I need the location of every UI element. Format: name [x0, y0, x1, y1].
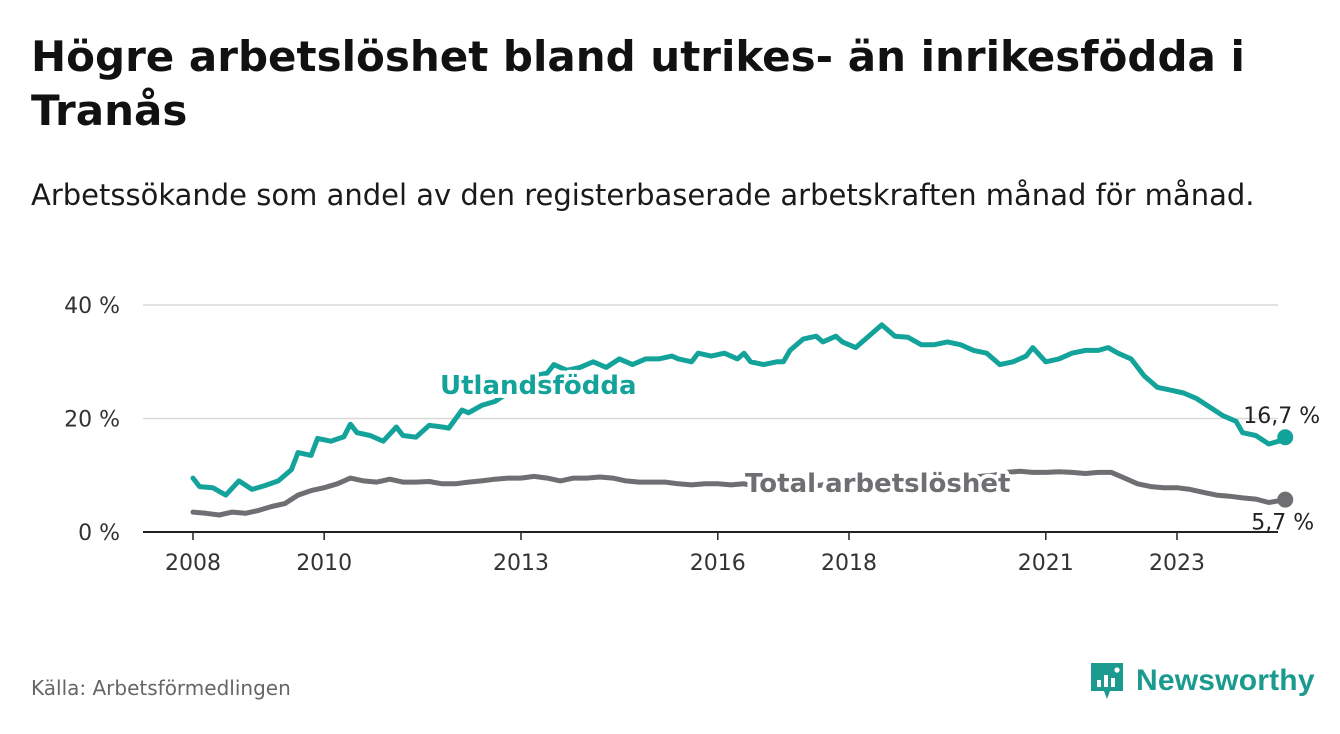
chart-title: Högre arbetslöshet bland utrikes- än inr… [31, 32, 1245, 135]
x-axis: 2008 2010 2013 2016 2018 2021 2023 [143, 531, 1278, 576]
x-tick-label: 2018 [821, 551, 877, 576]
y-axis: 0 % 20 % 40 % [64, 294, 120, 546]
line-chart: 0 % 20 % 40 % 2008 2010 2013 2016 2018 2021 2023… [64, 294, 1320, 576]
y-tick-label: 20 % [64, 408, 120, 433]
brand-name: Newsworthy [1136, 664, 1315, 697]
x-tick-label: 2010 [296, 551, 352, 576]
series-label-utlandsfodda: Utlandsfödda [440, 371, 637, 401]
x-tick-label: 2016 [690, 551, 746, 576]
chart-subtitle: Arbetssökande som andel av den registerb… [31, 178, 1255, 212]
series-labels: 16,7 % Utlandsfödda 5,7 % Total arbetslöshe… [436, 367, 1320, 536]
grid [143, 304, 1278, 420]
series-line-total-arbetsloshet [190, 468, 1288, 518]
x-tick-label: 2013 [493, 551, 549, 576]
end-value-utlandsfodda: 16,7 % [1243, 404, 1320, 429]
end-marker-total-arbetsloshet [1277, 491, 1294, 508]
series-line-utlandsfodda [190, 322, 1288, 498]
brand: Newsworthy [1088, 660, 1315, 702]
x-tick-label: 2021 [1018, 551, 1074, 576]
series-lines [190, 322, 1294, 518]
series-label-total-arbetsloshet: Total arbetslöshet [745, 469, 1010, 499]
source-note: Källa: Arbetsförmedlingen [31, 676, 291, 700]
y-tick-label: 0 % [78, 521, 120, 546]
newsworthy-logo-icon [1091, 663, 1123, 699]
x-tick-label: 2023 [1149, 551, 1205, 576]
y-tick-label: 40 % [64, 294, 120, 319]
end-value-total-arbetsloshet: 5,7 % [1251, 511, 1314, 536]
x-tick-label: 2008 [165, 551, 221, 576]
end-marker-utlandsfodda [1277, 429, 1294, 446]
